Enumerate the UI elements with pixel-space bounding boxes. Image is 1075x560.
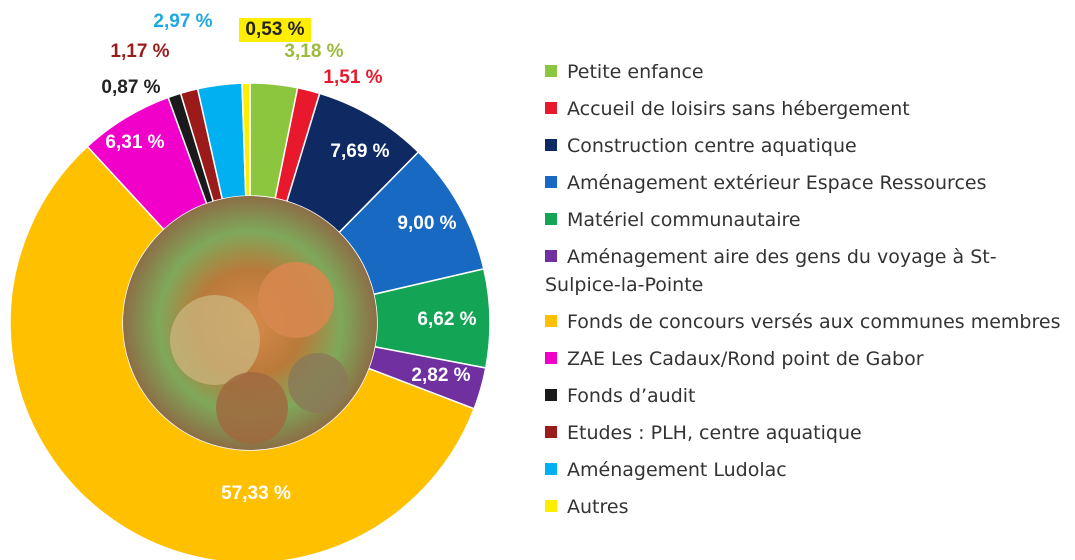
legend-swatch bbox=[545, 65, 557, 77]
legend-label: Etudes : PLH, centre aquatique bbox=[567, 422, 862, 444]
legend-item: Aménagement extérieur Espace Ressources bbox=[545, 169, 1065, 197]
legend-item: Matériel communautaire bbox=[545, 206, 1065, 234]
legend-label: Aménagement aire des gens du voyage à St… bbox=[545, 246, 997, 296]
legend-swatch bbox=[545, 102, 557, 114]
slice-label: 7,69 % bbox=[330, 141, 389, 162]
legend-label: Autres bbox=[567, 496, 628, 518]
legend-label: Fonds de concours versés aux communes me… bbox=[567, 311, 1060, 333]
legend-swatch bbox=[545, 426, 557, 438]
legend-swatch bbox=[545, 315, 557, 327]
legend-swatch bbox=[545, 213, 557, 225]
coin bbox=[258, 262, 334, 338]
slice-label: 0,87 % bbox=[101, 77, 160, 98]
coin bbox=[170, 295, 260, 385]
slice-label: 1,17 % bbox=[110, 41, 169, 62]
legend-swatch bbox=[545, 389, 557, 401]
legend: Petite enfance Accueil de loisirs sans hé… bbox=[545, 58, 1065, 530]
page: {"chart_data": {"type": "pie", "donut": … bbox=[0, 0, 1075, 560]
coin bbox=[288, 353, 348, 413]
legend-label: Construction centre aquatique bbox=[567, 135, 857, 157]
legend-item: Etudes : PLH, centre aquatique bbox=[545, 419, 1065, 447]
legend-swatch bbox=[545, 139, 557, 151]
slice-label: 9,00 % bbox=[397, 213, 456, 234]
legend-item: Fonds d’audit bbox=[545, 382, 1065, 410]
slice-label: 6,31 % bbox=[105, 132, 164, 153]
chart: 3,18 % 1,51 % 7,69 % 9,00 % 6,62 % 2,82 % 57,3… bbox=[0, 0, 540, 560]
legend-item: Aménagement Ludolac bbox=[545, 456, 1065, 484]
legend-swatch bbox=[545, 500, 557, 512]
legend-item: Construction centre aquatique bbox=[545, 132, 1065, 160]
legend-label: Accueil de loisirs sans hébergement bbox=[567, 98, 910, 120]
coin bbox=[216, 372, 288, 444]
legend-label: ZAE Les Cadaux/Rond point de Gabor bbox=[567, 348, 924, 370]
legend-item: Fonds de concours versés aux communes me… bbox=[545, 308, 1065, 336]
legend-item: Autres bbox=[545, 493, 1065, 521]
legend-swatch bbox=[545, 176, 557, 188]
legend-label: Petite enfance bbox=[567, 61, 704, 83]
legend-item: Accueil de loisirs sans hébergement bbox=[545, 95, 1065, 123]
legend-label: Fonds d’audit bbox=[567, 385, 696, 407]
slice-label: 3,18 % bbox=[284, 41, 343, 62]
legend-swatch bbox=[545, 352, 557, 364]
legend-item: Petite enfance bbox=[545, 58, 1065, 86]
legend-label: Aménagement Ludolac bbox=[567, 459, 787, 481]
legend-item: ZAE Les Cadaux/Rond point de Gabor bbox=[545, 345, 1065, 373]
slice-label: 2,97 % bbox=[153, 11, 212, 32]
legend-label: Matériel communautaire bbox=[567, 209, 801, 231]
slice-label: 6,62 % bbox=[417, 309, 476, 330]
slice-label: 0,53 % bbox=[245, 19, 304, 40]
legend-item: Aménagement aire des gens du voyage à St… bbox=[545, 243, 1065, 299]
slice-label: 2,82 % bbox=[411, 365, 470, 386]
legend-swatch bbox=[545, 250, 557, 262]
legend-label: Aménagement extérieur Espace Ressources bbox=[567, 172, 986, 194]
slice-label: 57,33 % bbox=[221, 483, 291, 504]
legend-swatch bbox=[545, 463, 557, 475]
slice-label: 1,51 % bbox=[323, 67, 382, 88]
